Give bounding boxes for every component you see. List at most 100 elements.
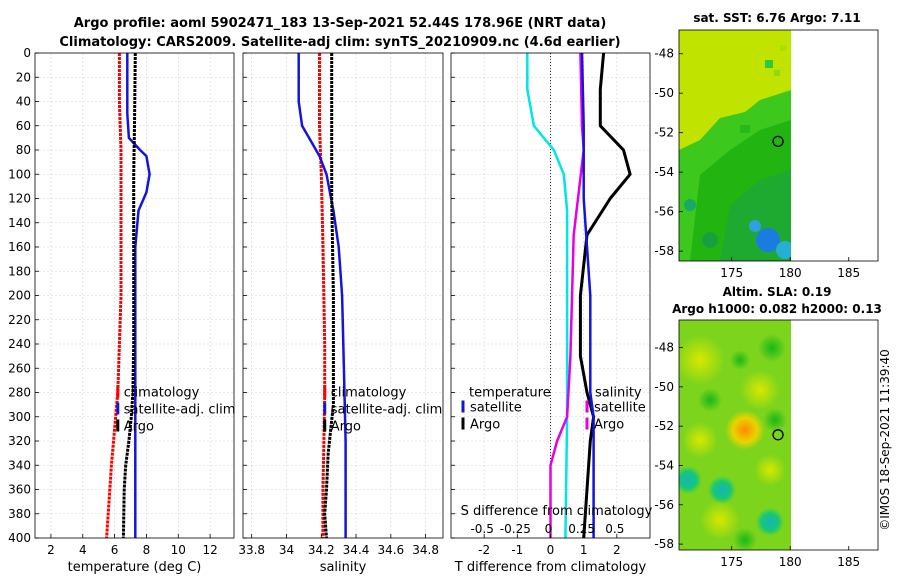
y-tick-label: 360 bbox=[8, 483, 31, 497]
x-tick-label: 12 bbox=[202, 543, 217, 557]
map-y-tick-label: -48 bbox=[654, 47, 674, 61]
y-tick-label: 280 bbox=[8, 386, 31, 400]
x-tick-label: 4 bbox=[79, 543, 87, 557]
sla-argo-marker bbox=[772, 429, 784, 441]
map-y-tick-label: -50 bbox=[654, 380, 674, 394]
sla-map-title: Altim. SLA: 0.19 bbox=[723, 285, 832, 299]
series-line-argo bbox=[121, 52, 137, 539]
sla-heatmap bbox=[679, 320, 791, 550]
y-tick-label: 240 bbox=[8, 337, 31, 351]
y-tick-label: 20 bbox=[16, 70, 31, 84]
imos-watermark: ©IMOS 18-Sep-2021 11:39:40 bbox=[878, 349, 892, 531]
series-line-satellite-adj-clim bbox=[126, 53, 151, 538]
map-x-tick-label: 185 bbox=[837, 266, 860, 280]
legend-entry: Argo bbox=[331, 420, 361, 435]
x-tick-label: 2 bbox=[613, 543, 621, 557]
series-line-s-argo bbox=[580, 52, 595, 538]
map-x-tick-label: 175 bbox=[720, 555, 743, 569]
x-tick-label: 10 bbox=[171, 543, 186, 557]
map-y-tick-label: -56 bbox=[654, 498, 674, 512]
y-tick-label: 320 bbox=[8, 434, 31, 448]
x-tick-label: 34.6 bbox=[377, 543, 404, 557]
y-tick-label: 180 bbox=[8, 264, 31, 278]
map-y-tick-label: -52 bbox=[654, 126, 674, 140]
y-tick-label: 220 bbox=[8, 313, 31, 327]
x-tick-label: 34 bbox=[279, 543, 294, 557]
top-tick-label: -0.25 bbox=[500, 522, 531, 536]
map-y-tick-label: -48 bbox=[654, 341, 674, 355]
x-tick-label: 2 bbox=[47, 543, 55, 557]
map-x-tick-label: 180 bbox=[779, 555, 802, 569]
y-tick-label: 140 bbox=[8, 216, 31, 230]
y-tick-label: 340 bbox=[8, 458, 31, 472]
profile-panel-difference: -2 -1 0 1 2 T difference from climatology temp… bbox=[450, 52, 653, 575]
map-x-tick-label: 180 bbox=[779, 266, 802, 280]
top-axis-label: S difference from climatology bbox=[461, 504, 653, 519]
sla-map-subtitle: Argo h1000: 0.082 h2000: 0.13 bbox=[672, 302, 882, 316]
x-tick-label: 34.8 bbox=[412, 543, 439, 557]
map-y-tick-label: -50 bbox=[654, 86, 674, 100]
series-line-satellite-adj-clim bbox=[297, 53, 347, 538]
top-tick-label: 0 bbox=[545, 522, 553, 536]
series-line-t-argo bbox=[578, 52, 632, 539]
map-x-tick-label: 185 bbox=[837, 555, 860, 569]
x-axis-label: temperature (deg C) bbox=[68, 560, 202, 575]
profile-panel-salinity: 33.8 34 34.2 34.4 34.6 34.8 salinity climatolog… bbox=[238, 52, 444, 575]
x-tick-label: 1 bbox=[580, 543, 588, 557]
legend-title-salinity: salinity bbox=[595, 386, 642, 401]
y-tick-label: 380 bbox=[8, 507, 31, 521]
x-tick-label: -1 bbox=[511, 543, 523, 557]
legend-entry: satellite-adj. clim bbox=[331, 403, 443, 418]
map-y-tick-label: -56 bbox=[654, 205, 674, 219]
sst-map-title: sat. SST: 6.76 Argo: 7.11 bbox=[693, 11, 860, 25]
x-axis-label: salinity bbox=[320, 560, 367, 575]
x-tick-label: 0 bbox=[547, 543, 555, 557]
map-y-tick-label: -58 bbox=[654, 244, 674, 258]
legend-entry: Argo bbox=[594, 418, 624, 433]
x-tick-label: 8 bbox=[143, 543, 151, 557]
map-y-tick-label: -58 bbox=[654, 537, 674, 551]
figure-title-line2: Climatology: CARS2009. Satellite-adj cli… bbox=[59, 35, 620, 50]
legend-entry: satellite-adj. clim bbox=[124, 403, 236, 418]
legend-title-temperature: temperature bbox=[469, 386, 551, 401]
top-tick-label: 0.25 bbox=[568, 522, 595, 536]
y-tick-label: 60 bbox=[16, 119, 31, 133]
x-tick-label: 33.8 bbox=[238, 543, 265, 557]
top-tick-label: 0.5 bbox=[605, 522, 624, 536]
figure-title-line1: Argo profile: aoml 5902471_183 13-Sep-20… bbox=[74, 16, 607, 31]
y-tick-label: 0 bbox=[23, 46, 31, 60]
y-tick-label: 300 bbox=[8, 410, 31, 424]
x-tick-label: 34.4 bbox=[343, 543, 370, 557]
map-y-tick-label: -52 bbox=[654, 419, 674, 433]
map-y-tick-label: -54 bbox=[654, 165, 674, 179]
sst-heatmap bbox=[679, 30, 791, 261]
y-tick-label: 100 bbox=[8, 167, 31, 181]
legend-entry: Argo bbox=[470, 418, 500, 433]
y-tick-label: 80 bbox=[16, 143, 31, 157]
x-tick-label: 34.2 bbox=[308, 543, 335, 557]
series-line-argo bbox=[323, 53, 335, 539]
sst-argo-marker bbox=[772, 135, 784, 148]
sst-map-panel: sat. SST: 6.76 Argo: 7.11 175 180 185 -48 -5… bbox=[654, 11, 879, 280]
series-line-climatology bbox=[105, 53, 123, 539]
map-y-tick-label: -54 bbox=[654, 458, 674, 472]
y-tick-label: 200 bbox=[8, 289, 31, 303]
y-tick-label: 160 bbox=[8, 240, 31, 254]
x-tick-label: -2 bbox=[478, 543, 490, 557]
y-tick-label: 120 bbox=[8, 192, 31, 206]
sla-map-panel: Altim. SLA: 0.19 Argo h1000: 0.082 h2000… bbox=[654, 285, 882, 569]
map-x-tick-label: 175 bbox=[720, 266, 743, 280]
x-axis-label: T difference from climatology bbox=[454, 560, 647, 575]
series-line-t-satellite bbox=[526, 53, 569, 539]
y-tick-label: 260 bbox=[8, 361, 31, 375]
legend-entry: satellite bbox=[594, 401, 646, 416]
y-tick-label: 400 bbox=[8, 531, 31, 545]
legend-entry: climatology bbox=[124, 386, 200, 401]
legend-entry: Argo bbox=[124, 420, 154, 435]
x-tick-label: 6 bbox=[111, 543, 119, 557]
top-tick-label: -0.5 bbox=[470, 522, 493, 536]
y-tick-label: 40 bbox=[16, 95, 31, 109]
legend-entry: climatology bbox=[331, 386, 407, 401]
